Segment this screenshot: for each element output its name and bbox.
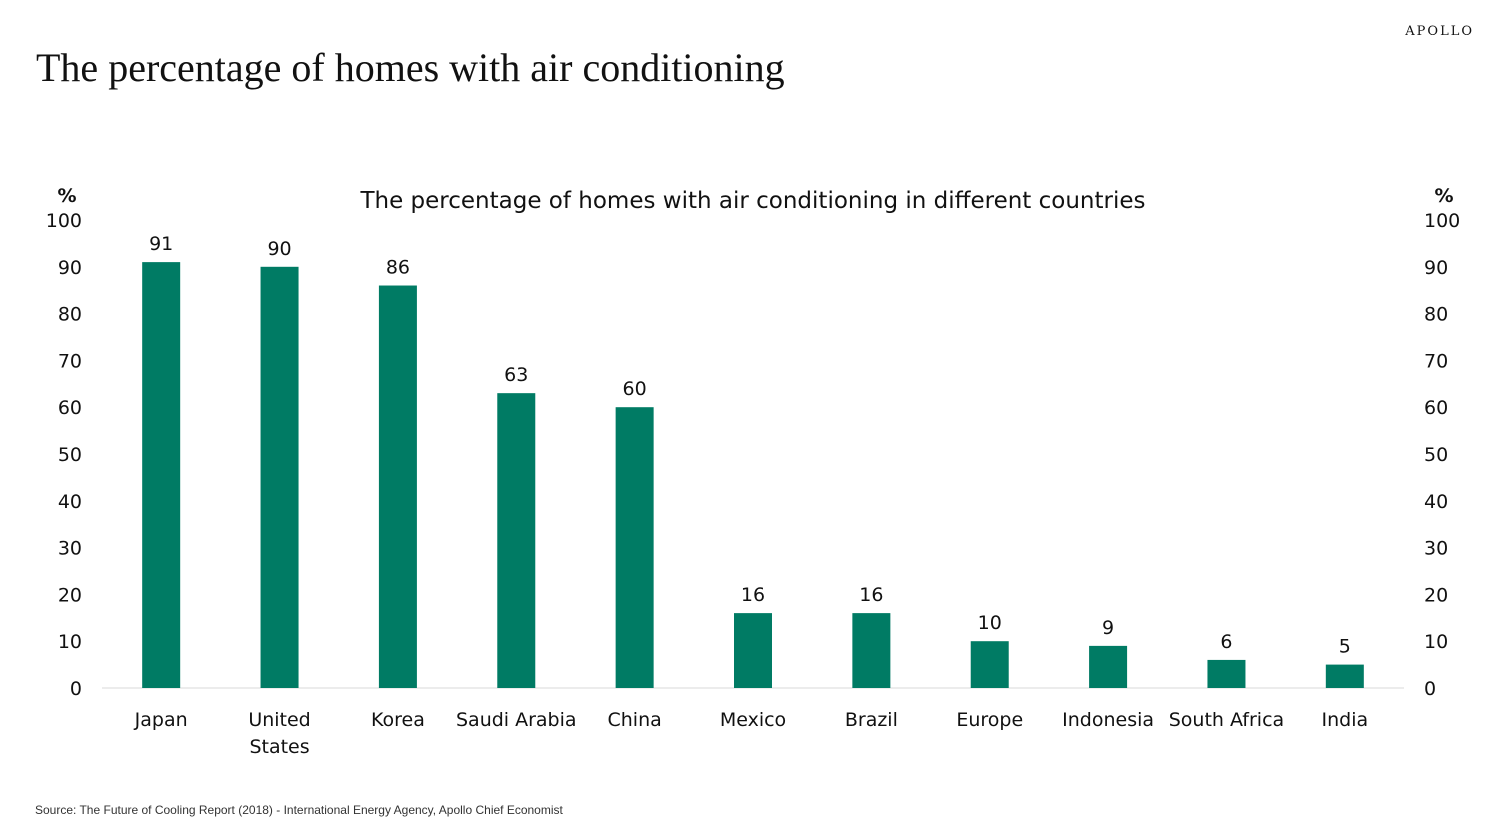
category-label-line: South Africa: [1169, 709, 1284, 731]
value-label: 16: [859, 584, 883, 606]
category-label: South Africa: [1169, 709, 1284, 731]
category-label: Saudi Arabia: [456, 709, 577, 731]
value-label: 90: [267, 238, 291, 260]
bar: [1089, 645, 1128, 688]
value-label: 86: [386, 257, 410, 279]
bar: [378, 285, 417, 688]
page-title: The percentage of homes with air conditi…: [36, 45, 785, 90]
value-label: 63: [504, 364, 528, 386]
category-label: Japan: [134, 709, 188, 731]
y-tick-left: 60: [58, 397, 82, 419]
y-axis-right: 0 10 20 30 40 50 60 70 80 90 100: [1424, 210, 1460, 700]
bar: [734, 613, 772, 688]
category-label: Indonesia: [1062, 709, 1154, 731]
y-tick-right: 0: [1424, 678, 1436, 700]
y-tick-left: 10: [58, 631, 82, 653]
y-tick-left: 80: [58, 304, 82, 326]
category-label-line: Japan: [134, 709, 188, 731]
value-label: 9: [1102, 617, 1114, 639]
bar: [1207, 659, 1246, 688]
y-tick-right: 10: [1424, 631, 1448, 653]
source-note: Source: The Future of Cooling Report (20…: [35, 803, 563, 817]
value-label: 10: [978, 612, 1002, 634]
category-label-line: Korea: [371, 709, 425, 731]
y-tick-left: 50: [58, 444, 82, 466]
y-tick-right: 60: [1424, 397, 1448, 419]
value-label: 6: [1220, 631, 1232, 653]
brand-logo: APOLLO: [1405, 24, 1474, 39]
bar: [1325, 664, 1364, 688]
y-tick-left: 70: [58, 350, 82, 372]
bar: [497, 393, 536, 688]
category-label: Brazil: [845, 709, 898, 731]
category-label: China: [607, 709, 661, 731]
category-label-line: United: [248, 709, 310, 731]
y-tick-right: 30: [1424, 538, 1448, 560]
y-tick-right: 90: [1424, 257, 1448, 279]
y-tick-left: 40: [58, 491, 82, 513]
category-label-line: China: [607, 709, 661, 731]
bar-chart: The percentage of homes with air conditi…: [46, 185, 1461, 758]
y-tick-right: 100: [1424, 210, 1460, 232]
category-label-line: India: [1321, 709, 1368, 731]
y-tick-right: 80: [1424, 304, 1448, 326]
y-tick-left: 100: [46, 210, 82, 232]
chart-title: The percentage of homes with air conditi…: [359, 188, 1145, 214]
category-label: India: [1321, 709, 1368, 731]
bar: [970, 641, 1009, 688]
y-tick-left: 20: [58, 584, 82, 606]
x-axis: Japan United States Korea Saudi Arabia China M…: [134, 709, 1368, 758]
bar: [615, 407, 654, 688]
y-tick-left: 90: [58, 257, 82, 279]
y-axis-label-right: %: [1434, 185, 1453, 207]
category-label-line: Mexico: [720, 709, 786, 731]
value-label: 91: [149, 233, 173, 255]
y-tick-left: 30: [58, 538, 82, 560]
data-labels: 91 90 86 63 60 16 16 10 9 6 5: [149, 233, 1351, 657]
category-label-line: Saudi Arabia: [456, 709, 577, 731]
value-label: 16: [741, 584, 765, 606]
y-tick-right: 70: [1424, 350, 1448, 372]
category-label-line: Europe: [956, 709, 1023, 731]
y-tick-left: 0: [70, 678, 82, 700]
bar: [260, 266, 299, 688]
category-label-line: Indonesia: [1062, 709, 1154, 731]
bar-series: [142, 262, 1364, 688]
bar: [142, 262, 181, 688]
category-label: Mexico: [720, 709, 786, 731]
y-tick-right: 40: [1424, 491, 1448, 513]
value-label: 5: [1339, 636, 1351, 658]
bar: [852, 613, 891, 688]
y-tick-right: 20: [1424, 584, 1448, 606]
y-axis-left: 0 10 20 30 40 50 60 70 80 90 100: [46, 210, 82, 700]
category-label-line: Brazil: [845, 709, 898, 731]
category-label: Europe: [956, 709, 1023, 731]
category-label-line: States: [249, 736, 309, 758]
y-axis-label-left: %: [57, 185, 76, 207]
category-label: United States: [248, 709, 310, 758]
value-label: 60: [623, 378, 647, 400]
y-tick-right: 50: [1424, 444, 1448, 466]
category-label: Korea: [371, 709, 425, 731]
